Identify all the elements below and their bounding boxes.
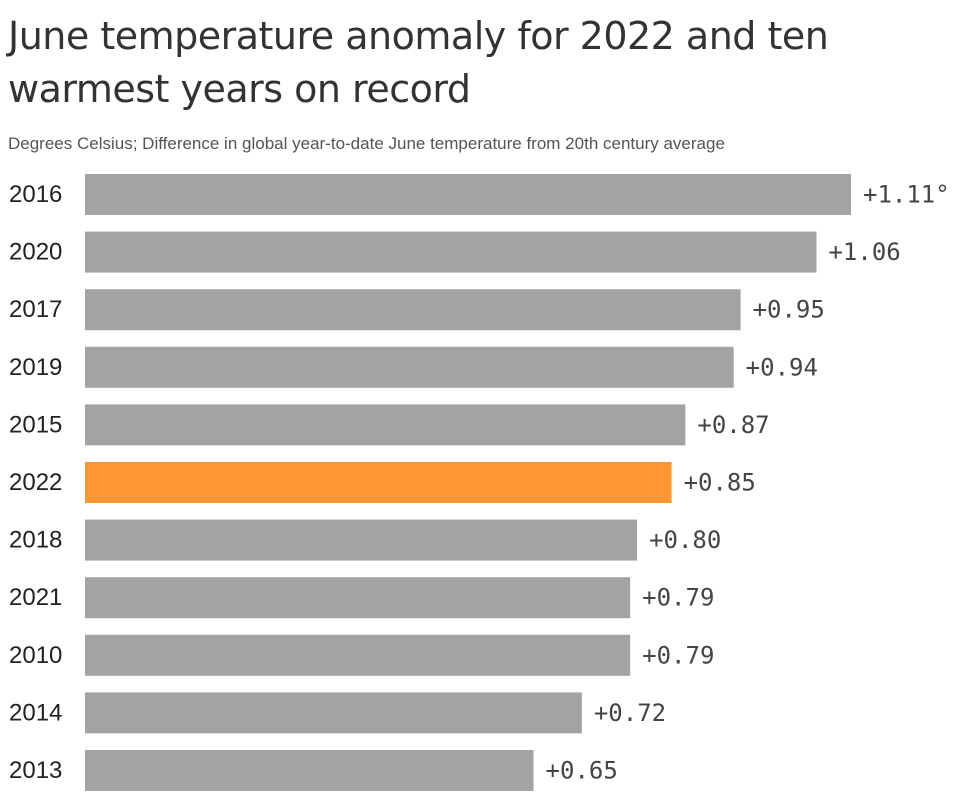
bar-year-2010 [85,634,631,676]
value-label-year-2019: +0.94 [746,353,818,381]
category-label-year-2015: 2015 [9,411,62,438]
category-label-year-2020: 2020 [9,239,62,266]
bar-year-2014 [85,692,582,734]
category-label-year-2022: 2022 [9,469,62,496]
category-label-year-2016: 2016 [9,181,62,208]
value-label-year-2013: +0.65 [546,757,618,785]
bar-year-2016 [85,174,851,215]
bar-year-2018 [85,519,638,561]
category-label-year-2019: 2019 [9,354,62,381]
value-label-year-2015: +0.87 [697,411,769,439]
category-label-year-2010: 2010 [9,642,62,669]
value-label-year-2016: +1.11° [863,181,950,209]
bar-year-2020 [85,231,817,273]
bar-year-2022 [85,462,672,503]
value-label-year-2021: +0.79 [642,584,714,612]
bar-year-2015 [85,404,686,446]
category-label-year-2017: 2017 [9,296,62,323]
chart-title: June temperature anomaly for 2022 and te… [8,14,829,111]
bar-year-2021 [85,577,631,619]
bar-year-2019 [85,346,734,388]
value-label-year-2014: +0.72 [594,699,666,727]
value-label-year-2018: +0.80 [649,526,721,554]
chart-subtitle: Degrees Celsius; Difference in global ye… [8,134,725,153]
category-label-year-2021: 2021 [9,584,62,611]
category-label-year-2018: 2018 [9,527,62,554]
bar-year-2013 [85,750,534,791]
value-label-year-2020: +1.06 [828,238,900,266]
bar-year-2017 [85,289,741,331]
category-label-year-2013: 2013 [9,757,62,784]
category-label-year-2014: 2014 [9,699,62,726]
value-label-year-2022: +0.85 [684,469,756,497]
value-label-year-2017: +0.95 [753,296,825,324]
value-label-year-2010: +0.79 [642,641,714,669]
